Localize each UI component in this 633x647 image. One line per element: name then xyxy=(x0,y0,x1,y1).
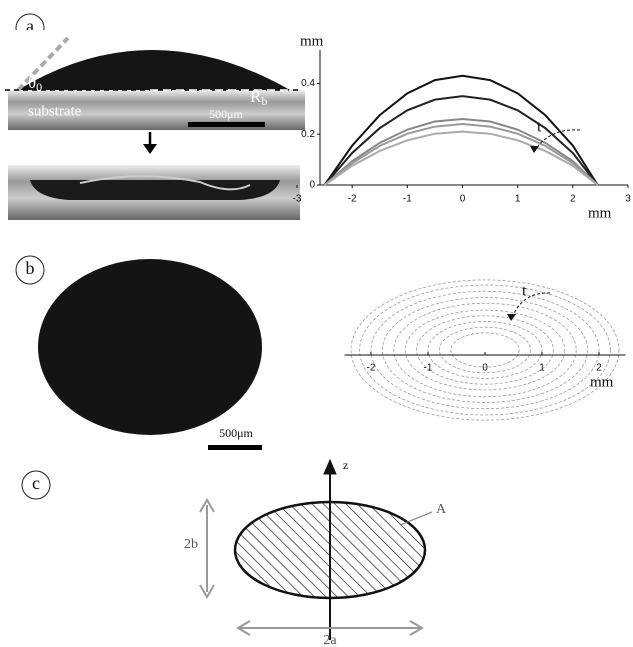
y-axis-label: mm xyxy=(300,33,324,49)
contour xyxy=(450,332,520,368)
panel-label: b xyxy=(26,258,35,278)
profile-line xyxy=(324,130,599,186)
y-tick-label: 0.2 xyxy=(301,129,315,140)
time-arrowhead xyxy=(530,146,539,153)
profile-line xyxy=(323,74,599,186)
theta-label: θ0 xyxy=(28,73,42,94)
x-tick-label: 3 xyxy=(625,194,631,205)
photo-a xyxy=(5,30,305,220)
height-label: 2b xyxy=(184,537,198,552)
scale-label: 500μm xyxy=(209,107,243,121)
scale-bar xyxy=(208,445,262,450)
contour xyxy=(393,302,577,398)
scale-label: 500μm xyxy=(219,426,253,440)
y-tick-label: 0 xyxy=(309,180,315,191)
diagram-c xyxy=(199,458,433,640)
x-axis-label: mm xyxy=(588,205,612,221)
time-arrow xyxy=(511,292,551,319)
radius: R xyxy=(250,87,262,106)
contour xyxy=(404,309,566,391)
radius-sub: b xyxy=(261,94,267,108)
x-axis-label: mm xyxy=(590,374,614,390)
x-tick-label: 2 xyxy=(570,194,576,205)
profile-line xyxy=(323,117,599,186)
contour xyxy=(438,326,531,374)
contour xyxy=(350,279,620,421)
contour xyxy=(359,284,611,416)
contour xyxy=(427,321,543,379)
profile-line xyxy=(323,95,599,186)
x-tick-label: -2 xyxy=(348,194,357,205)
label-circle xyxy=(21,470,51,500)
theta-sub: 0 xyxy=(36,80,42,94)
width-label: 2a xyxy=(323,633,337,647)
x-tick-label: 1 xyxy=(539,363,545,374)
radius-label: Rb xyxy=(250,87,267,108)
label-circle xyxy=(15,255,45,285)
x-tick-label: 2 xyxy=(596,363,602,374)
panel-label: a xyxy=(26,16,34,36)
time-label: t xyxy=(522,283,527,300)
time-label: t xyxy=(537,119,542,136)
contour xyxy=(416,315,554,385)
x-tick-label: 0 xyxy=(482,363,488,374)
theta: θ xyxy=(28,73,36,92)
y-tick-label: 0.4 xyxy=(301,78,315,89)
drop-photo xyxy=(38,259,262,435)
x-tick-label: -3 xyxy=(293,194,302,205)
x-tick-label: -1 xyxy=(424,363,433,374)
x-tick-label: 1 xyxy=(515,194,521,205)
contour xyxy=(370,290,600,410)
axis-label: z xyxy=(343,458,348,472)
x-tick-label: -2 xyxy=(367,363,376,374)
contour xyxy=(381,297,588,403)
substrate-label: substrate xyxy=(28,103,82,119)
time-arrowhead xyxy=(507,314,516,321)
x-tick-label: -1 xyxy=(403,194,412,205)
profile-line xyxy=(323,123,599,186)
panel-label: c xyxy=(32,473,40,493)
x-tick-label: 0 xyxy=(460,194,466,205)
area-label: A xyxy=(436,502,447,517)
